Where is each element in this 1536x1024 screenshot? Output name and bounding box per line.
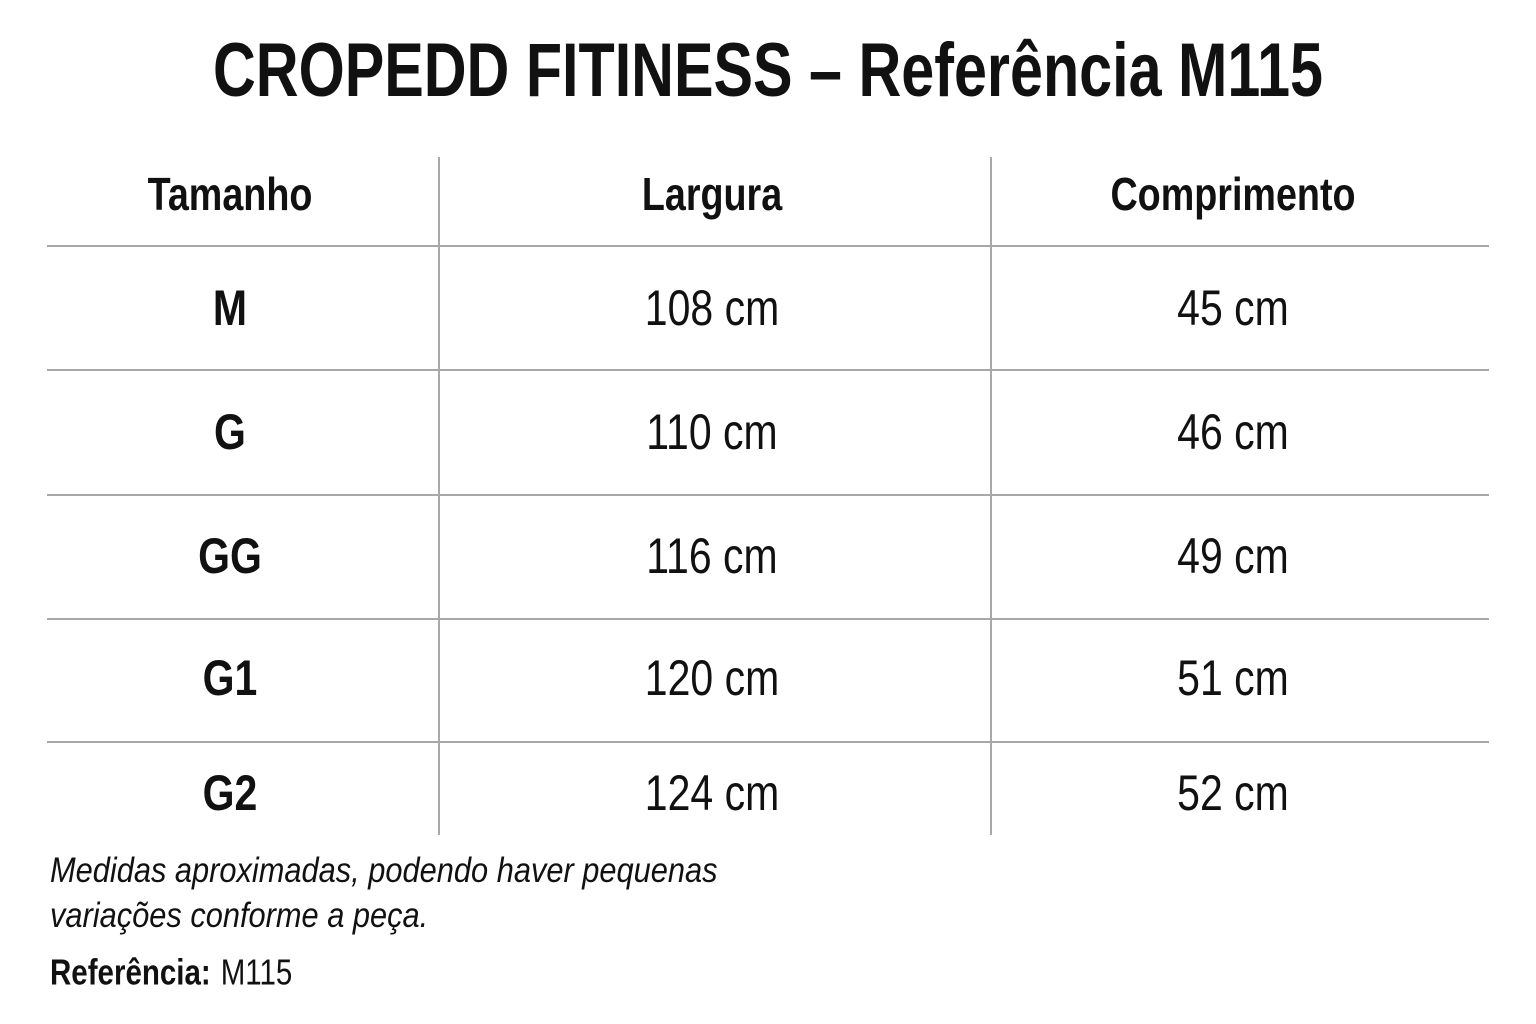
measure-cell: 51 cm: [1177, 650, 1289, 706]
table-grid: [47, 157, 1489, 835]
note-line: variações conforme a peça.: [50, 895, 428, 934]
title: CROPEDD FITINESS – Referência M115: [213, 28, 1323, 113]
reference-value: M115: [221, 952, 293, 992]
column-header: Comprimento: [1110, 169, 1355, 220]
measure-cell: 120 cm: [645, 650, 779, 706]
size-cell: M: [213, 280, 247, 336]
measure-cell: 116 cm: [646, 528, 777, 584]
measure-cell: 110 cm: [646, 404, 777, 460]
column-header: Largura: [642, 169, 783, 220]
size-cell: G1: [203, 650, 258, 706]
measure-cell: 124 cm: [645, 765, 779, 821]
size-cell: GG: [198, 528, 262, 584]
measure-cell: 49 cm: [1177, 528, 1289, 584]
column-header: Tamanho: [148, 169, 313, 220]
measure-cell: 46 cm: [1177, 404, 1289, 460]
note-line: Medidas aproximadas, podendo haver peque…: [50, 850, 718, 889]
size-cell: G2: [203, 765, 258, 821]
measure-cell: 45 cm: [1177, 280, 1289, 336]
reference-label: Referência:: [50, 952, 211, 992]
size-cell: G: [214, 404, 246, 460]
measure-cell: 52 cm: [1177, 765, 1289, 821]
measure-cell: 108 cm: [645, 280, 779, 336]
